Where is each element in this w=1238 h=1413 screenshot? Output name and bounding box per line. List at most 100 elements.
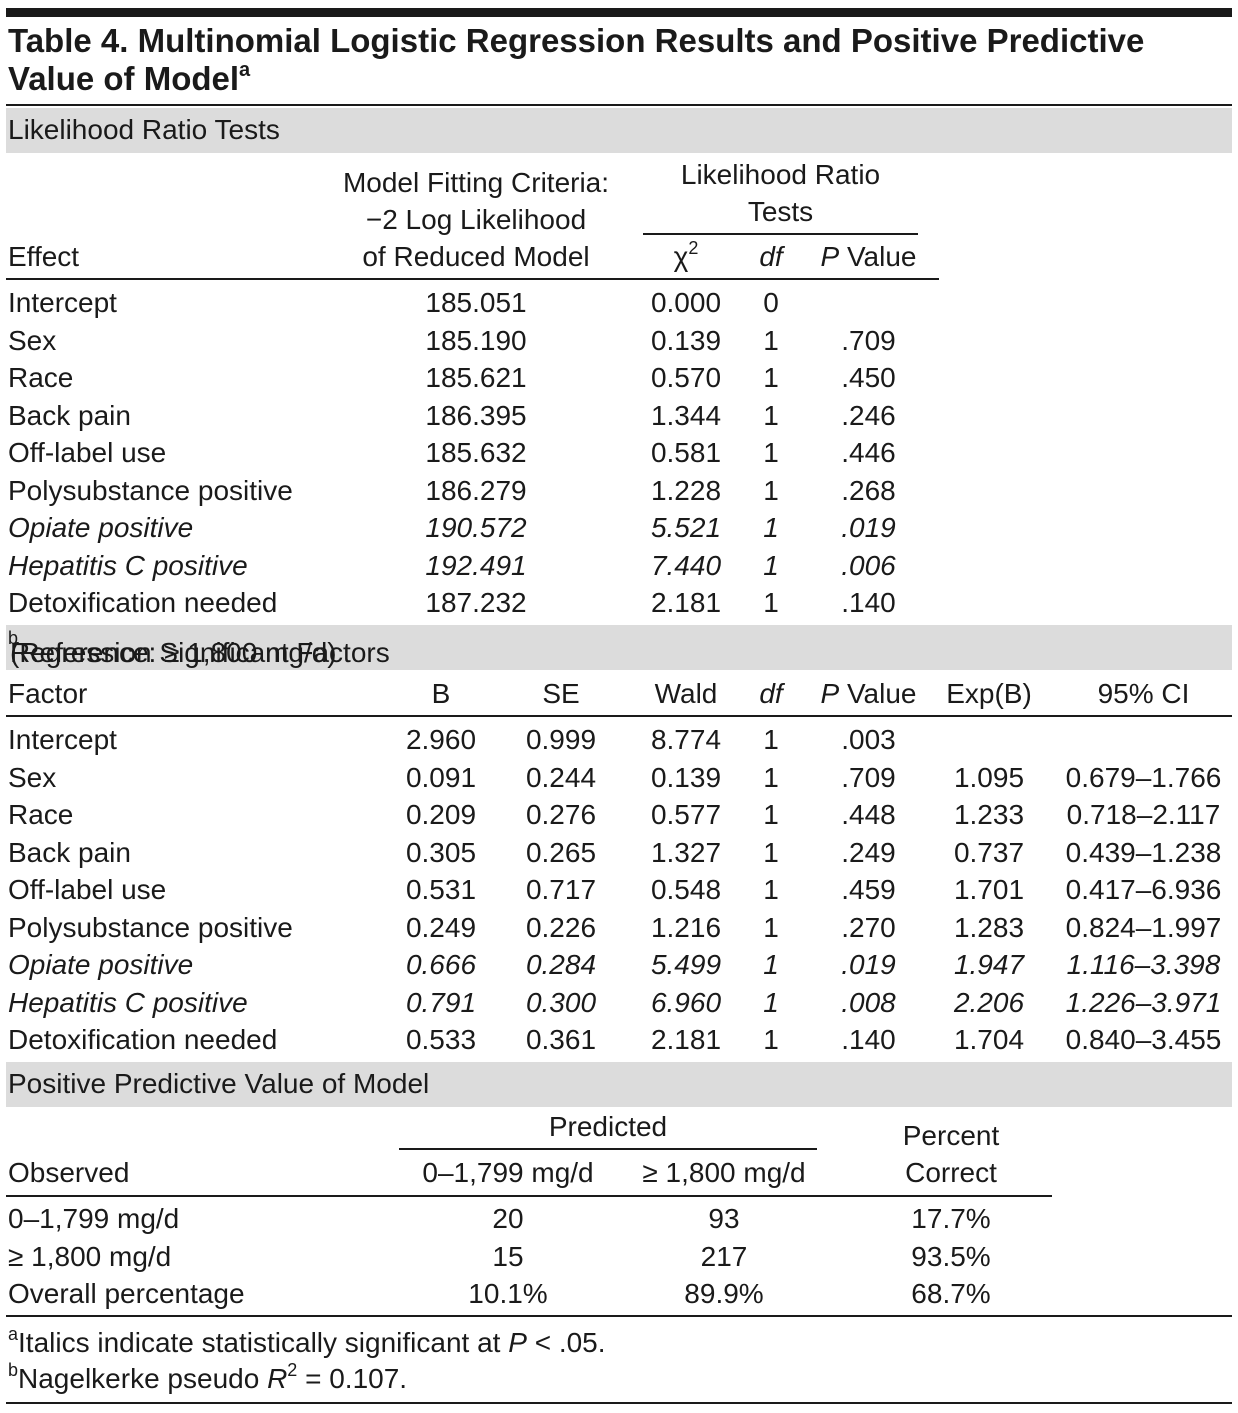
header-reg-p-rest: Value	[839, 678, 917, 709]
se-cell: 0.361	[525, 1024, 597, 1055]
observed-cell: ≥ 1,800 mg/d	[8, 1240, 172, 1272]
se-cell: 0.265	[525, 836, 597, 868]
observed-cell: Overall percentage	[8, 1278, 245, 1309]
predicted-low-cell: 10.1%	[468, 1278, 548, 1309]
factor-cell: Detoxification needed	[8, 1024, 278, 1055]
table-row: Off-label use 185.632 0.581 1 .446	[6, 437, 1232, 474]
wald-cell: 0.139	[650, 761, 722, 793]
se-cell: 0.717	[525, 874, 597, 905]
b-cell: 0.531	[405, 874, 477, 905]
footnote-a-text1: Italics indicate statistically significa…	[18, 1327, 509, 1358]
expb-cell: 1.947	[953, 949, 1025, 980]
df-cell: 1	[763, 549, 779, 581]
expb-cell: 1.283	[953, 911, 1025, 943]
se-cell: 0.244	[525, 761, 597, 793]
top-rule	[6, 8, 1232, 17]
log-likelihood-cell: 185.632	[425, 437, 527, 468]
header-chi2-sup: 2	[688, 238, 699, 258]
factor-cell: Off-label use	[8, 874, 167, 905]
df-cell: 1	[763, 724, 779, 755]
effect-cell: Off-label use	[8, 437, 167, 468]
header-pct-line2: Correct	[905, 1157, 997, 1188]
b-cell: 0.666	[405, 949, 477, 980]
df-cell: 1	[763, 911, 779, 943]
expb-cell: 0.737	[953, 836, 1025, 868]
b-cell: 0.305	[405, 836, 477, 868]
df-cell: 1	[763, 399, 779, 431]
df-cell: 1	[763, 1024, 779, 1055]
b-cell: 0.091	[405, 761, 477, 793]
df-cell: 1	[763, 799, 779, 830]
header-mfc-line3: of Reduced Model	[362, 241, 590, 272]
footnote-b-sup: 2	[287, 1360, 298, 1380]
table-row: Intercept 2.960 0.999 8.774 1 .003	[6, 724, 1232, 761]
df-cell: 0	[763, 287, 779, 318]
chi2-cell: 7.440	[650, 549, 722, 581]
p-value-cell: .140	[841, 587, 896, 618]
b-cell: 2.960	[405, 724, 477, 755]
header-wald: Wald	[654, 678, 718, 709]
factor-cell: Race	[8, 799, 74, 830]
se-cell: 0.300	[525, 986, 597, 1018]
se-cell: 0.276	[525, 799, 597, 830]
ci-cell: 0.439–1.238	[1065, 836, 1222, 868]
se-cell: 0.226	[525, 911, 597, 943]
section-band-regression: Regression Significant Factors b (Referen…	[6, 625, 1232, 670]
section-band-lrt: Likelihood Ratio Tests	[6, 108, 1232, 153]
footnote-a-text2: < .05.	[526, 1327, 606, 1358]
section-label-regression: Regression Significant Factors b (Referen…	[8, 628, 390, 668]
ci-cell: 1.116–3.398	[1066, 949, 1221, 980]
wald-cell: 2.181	[650, 1024, 722, 1055]
table-row: Sex 0.091 0.244 0.139 1 .709 1.095 0.679–1.766	[6, 762, 1232, 799]
table-row: Back pain 186.395 1.344 1 .246	[6, 400, 1232, 437]
wald-cell: 1.216	[650, 911, 722, 943]
effect-cell: Race	[8, 362, 74, 393]
expb-cell: 2.206	[953, 986, 1025, 1018]
predicted-group-rule	[399, 1148, 817, 1150]
header-col-low: 0–1,799 mg/d	[422, 1157, 594, 1188]
factor-cell: Sex	[8, 761, 57, 793]
table-row: Overall percentage 10.1% 89.9% 68.7%	[6, 1278, 1232, 1315]
predicted-low-cell: 20	[492, 1203, 524, 1234]
header-factor: Factor	[8, 678, 88, 709]
lrt-group-rule	[643, 233, 918, 235]
factor-cell: Polysubstance positive	[8, 911, 293, 943]
wald-cell: 5.499	[650, 949, 722, 980]
b-cell: 0.533	[405, 1024, 477, 1055]
p-value-cell: .709	[841, 761, 896, 793]
header-predicted: Predicted	[548, 1111, 668, 1142]
chi2-cell: 5.521	[650, 512, 722, 543]
header-reg-df: df	[759, 678, 783, 709]
header-lrt-p: P Value	[806, 241, 931, 273]
section-label-regression-a: Regression Significant Factors	[10, 637, 390, 668]
section-label-regression-sup: b	[8, 628, 19, 648]
table-row: Back pain 0.305 0.265 1.327 1 .249 0.737 0.439–…	[6, 837, 1232, 874]
expb-cell: 1.701	[953, 874, 1025, 905]
title-footnote-mark: a	[239, 59, 251, 81]
observed-cell: 0–1,799 mg/d	[8, 1203, 180, 1234]
log-likelihood-cell: 185.190	[425, 324, 527, 356]
chi2-cell: 0.139	[650, 324, 722, 356]
factor-cell: Intercept	[8, 724, 117, 755]
table-page: Table 4. Multinomial Logistic Regression…	[6, 0, 1232, 1413]
b-cell: 0.791	[405, 986, 477, 1018]
df-cell: 1	[763, 874, 779, 905]
header-reg-p-italic: P	[820, 678, 840, 709]
header-ci: 95% CI	[1097, 678, 1190, 709]
footnote-rule	[6, 1315, 1232, 1317]
p-value-cell: .246	[841, 399, 896, 431]
p-value-cell: .459	[841, 874, 896, 905]
se-cell: 0.284	[525, 949, 597, 980]
p-value-cell: .249	[841, 836, 896, 868]
effect-cell: Opiate positive	[8, 512, 194, 543]
ci-cell: 0.840–3.455	[1065, 1024, 1222, 1055]
bottom-rule	[6, 1402, 1232, 1404]
chi2-cell: 0.570	[650, 362, 722, 393]
predicted-high-cell: 217	[700, 1240, 748, 1272]
effect-cell: Detoxification needed	[8, 587, 278, 618]
title-line1: Table 4. Multinomial Logistic Regression…	[8, 22, 1145, 59]
table-row: Off-label use 0.531 0.717 0.548 1 .459 1.701 0.…	[6, 874, 1232, 911]
effect-cell: Intercept	[8, 287, 117, 318]
footnote-b-text1: Nagelkerke pseudo	[18, 1363, 268, 1394]
factor-cell: Back pain	[8, 836, 131, 868]
